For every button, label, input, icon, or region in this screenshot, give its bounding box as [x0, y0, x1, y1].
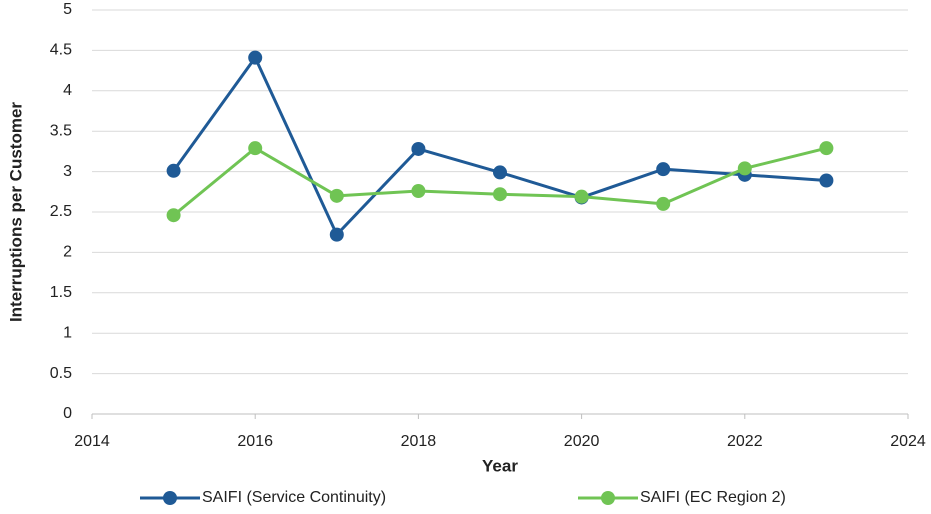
y-tick-label: 2.5	[50, 203, 72, 220]
y-tick-label: 0	[63, 405, 72, 422]
x-tick-label: 2018	[401, 433, 437, 450]
point	[411, 183, 426, 198]
point	[656, 162, 671, 177]
y-tick-label: 1	[63, 324, 72, 341]
point	[166, 163, 181, 178]
point	[574, 189, 589, 204]
point	[656, 196, 671, 211]
y-tick-label: 4	[63, 82, 72, 99]
x-tick-label: 2020	[564, 433, 600, 450]
point	[248, 141, 263, 156]
legend-marker	[163, 491, 177, 505]
point	[493, 165, 507, 180]
y-tick-label: 5	[63, 1, 72, 18]
y-tick-label: 3.5	[50, 122, 72, 139]
point	[493, 187, 507, 202]
legend-label: SAIFI (EC Region 2)	[640, 489, 786, 506]
y-tick-label: 0.5	[50, 365, 72, 382]
legend-label: SAIFI (Service Continuity)	[202, 489, 386, 506]
y-tick-label: 1.5	[50, 284, 72, 301]
y-tick-label: 2	[63, 244, 72, 261]
point	[248, 50, 263, 65]
legend-marker	[601, 491, 615, 505]
y-tick-label: 3	[63, 163, 72, 180]
x-tick-label: 2024	[890, 433, 926, 450]
point	[411, 141, 426, 156]
x-tick-label: 2022	[727, 433, 763, 450]
x-axis-title: Year	[482, 456, 518, 475]
series-line	[172, 146, 827, 217]
y-tick-label: 4.5	[50, 42, 72, 59]
y-axis-title: Interruptions per Customer	[6, 102, 25, 322]
point	[819, 141, 834, 156]
series-line	[172, 56, 827, 237]
point	[166, 208, 181, 223]
x-tick-label: 2014	[74, 433, 110, 450]
point	[819, 173, 834, 188]
point	[329, 227, 344, 242]
point	[329, 188, 344, 203]
x-tick-label: 2016	[237, 433, 273, 450]
point	[737, 161, 752, 176]
